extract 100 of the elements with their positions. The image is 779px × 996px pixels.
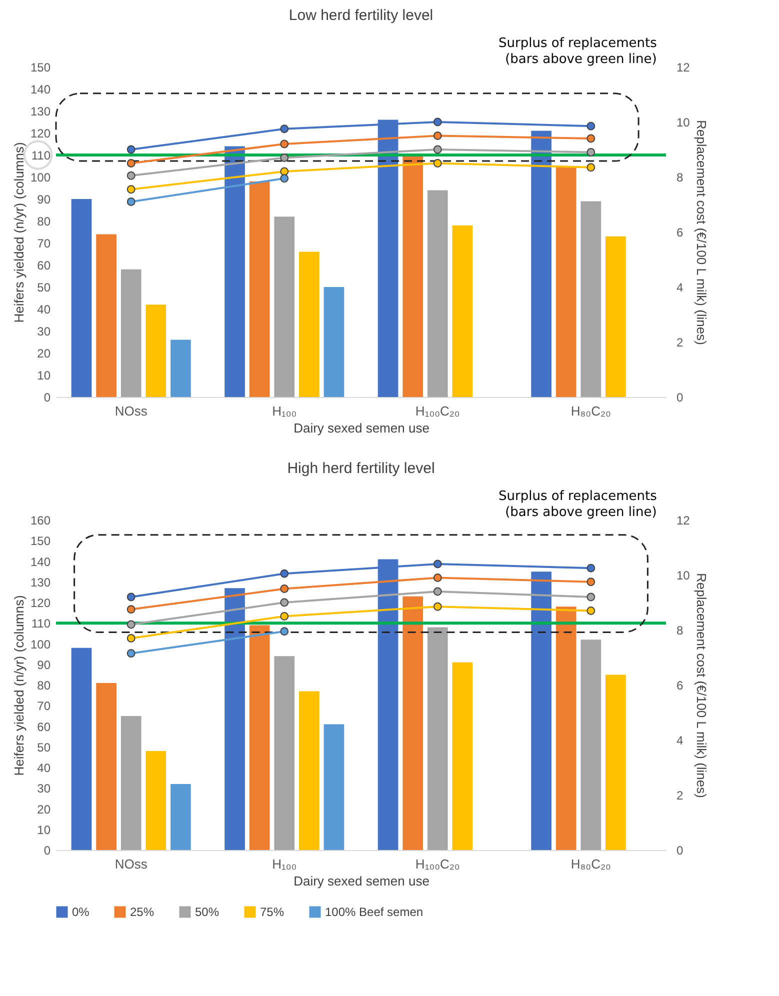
point <box>586 592 596 602</box>
y-tick-label: 130 <box>30 104 51 118</box>
y-tick-label: 110 <box>31 148 51 162</box>
bar <box>580 201 602 397</box>
y-tick-label: 70 <box>37 699 51 714</box>
y-tick-label: 160 <box>30 514 51 528</box>
legend-label: 0% <box>72 905 90 919</box>
point <box>280 598 289 607</box>
bar <box>120 269 142 397</box>
x-tick-label: H₈₀C₂₀ <box>570 404 611 418</box>
y2-tick-label: 12 <box>676 514 690 528</box>
point <box>280 627 289 636</box>
point <box>126 605 136 614</box>
point <box>433 145 442 154</box>
bar <box>452 225 473 397</box>
point <box>586 148 596 156</box>
bar <box>146 751 166 850</box>
text: (bars above green line) <box>505 52 657 67</box>
point <box>433 159 442 168</box>
x-axis-title: Dairy sexed semen use <box>294 874 430 888</box>
bar <box>224 146 245 397</box>
y-tick-label: 100 <box>30 637 51 652</box>
y-tick-label: 150 <box>30 60 51 74</box>
y2-tick-label: 8 <box>676 170 684 184</box>
x-tick-label: H₁₀₀C₂₀ <box>415 404 460 418</box>
bar <box>170 340 191 397</box>
y2-tick-label: 6 <box>676 678 684 692</box>
point <box>126 592 136 602</box>
bar <box>146 304 166 397</box>
y2-tick-label: 4 <box>676 734 684 748</box>
y-tick-label: 80 <box>37 678 51 692</box>
y-tick-label: 80 <box>37 214 51 228</box>
chart-title: High herd fertility level <box>287 460 435 477</box>
y-tick-label: 0 <box>44 390 51 404</box>
bar <box>556 606 576 850</box>
legend-label: 50% <box>195 905 220 919</box>
bar <box>96 234 116 397</box>
chart-title: Low herd fertility level <box>288 7 434 24</box>
point <box>126 171 136 180</box>
y-tick-label: 30 <box>37 782 51 796</box>
y-tick-label: 40 <box>37 761 51 775</box>
bar <box>556 166 576 397</box>
y-axis-title: Heifers yielded (n/yr) (columns) <box>11 142 26 323</box>
y-tick-label: 30 <box>37 324 51 338</box>
bar <box>402 155 423 397</box>
y-tick-label: 150 <box>30 534 51 548</box>
point <box>126 145 136 154</box>
point <box>586 578 596 586</box>
bar <box>324 287 344 397</box>
text: (bars above green line) <box>505 505 657 520</box>
point <box>586 122 596 130</box>
y-tick-label: 60 <box>37 720 51 734</box>
point <box>280 569 289 578</box>
y-tick-label: 90 <box>37 658 51 672</box>
y-tick-label: 140 <box>30 82 51 96</box>
x-tick-label: NOss <box>114 404 148 418</box>
y2-tick-label: 4 <box>676 280 684 294</box>
y2-tick-label: 2 <box>676 788 684 802</box>
y-tick-label: 10 <box>37 368 51 382</box>
point <box>433 118 442 126</box>
y-tick-label: 120 <box>30 126 51 140</box>
bar <box>71 199 92 397</box>
point <box>280 174 289 183</box>
bar <box>427 190 448 397</box>
point <box>433 602 442 611</box>
point <box>280 140 289 148</box>
bar <box>170 784 191 850</box>
point <box>433 587 442 596</box>
text: Surplus of replacements <box>498 489 658 504</box>
y-tick-label: 120 <box>30 596 51 610</box>
bar <box>606 674 626 850</box>
y2-tick-label: 10 <box>676 116 690 130</box>
y-tick-label: 60 <box>37 258 51 272</box>
y2-tick-label: 0 <box>676 844 684 858</box>
bar <box>452 662 473 850</box>
bar <box>299 691 320 850</box>
y-tick-label: 50 <box>37 280 51 294</box>
point <box>586 564 596 572</box>
y2-tick-label: 10 <box>676 568 690 582</box>
legend-label: 25% <box>130 905 154 919</box>
bar <box>606 236 626 397</box>
legend-label: 100% Beef semen <box>325 905 424 919</box>
y-tick-label: 70 <box>37 236 51 250</box>
bar <box>531 130 552 397</box>
legend-label: 75% <box>260 905 284 919</box>
bar <box>299 252 320 397</box>
y2-tick-label: 6 <box>676 226 684 240</box>
point <box>126 185 136 194</box>
y-tick-label: 0 <box>44 844 51 858</box>
bar <box>71 648 92 850</box>
y2-tick-label: 0 <box>676 390 684 404</box>
bar <box>249 181 270 397</box>
x-tick-label: H₈₀C₂₀ <box>570 856 611 872</box>
point <box>126 198 136 206</box>
text: Surplus of replacements <box>498 36 658 51</box>
y-tick-label: 50 <box>37 740 51 754</box>
point <box>126 620 136 629</box>
y2-tick-label: 12 <box>676 60 690 74</box>
bar <box>274 216 295 397</box>
point <box>433 574 442 582</box>
